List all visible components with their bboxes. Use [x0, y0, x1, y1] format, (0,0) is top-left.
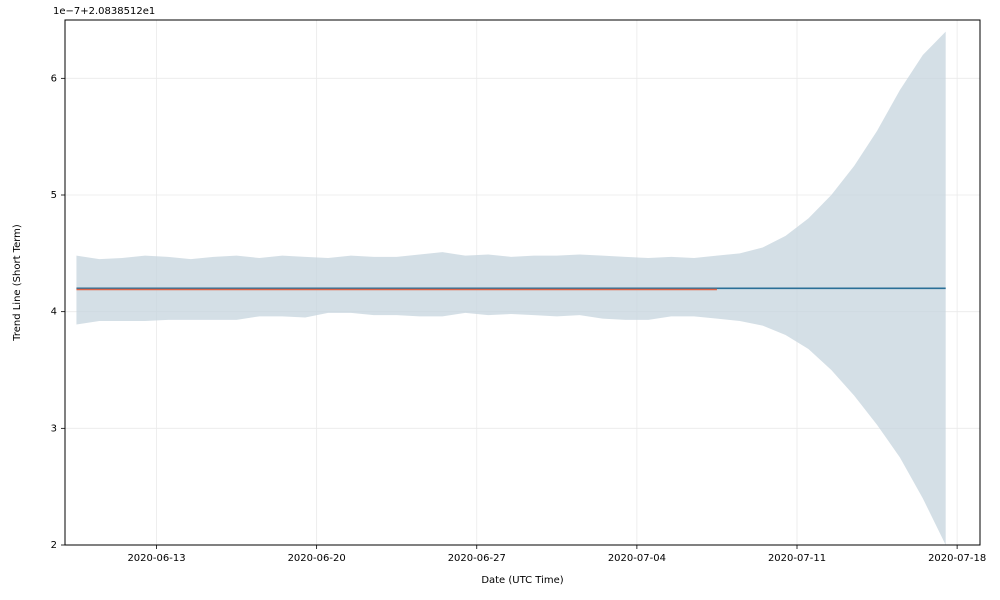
y-axis-label: Trend Line (Short Term) — [12, 224, 23, 342]
x-axis-ticks: 2020-06-13 2020-06-20 2020-06-27 2020-07-04… — [127, 545, 986, 564]
x-tick-label: 2020-07-11 — [768, 553, 826, 564]
x-axis-label: Date (UTC Time) — [481, 575, 563, 586]
chart-svg: 2020-06-13 2020-06-20 2020-06-27 2020-07-04… — [0, 0, 1000, 600]
x-tick-label: 2020-06-13 — [127, 553, 185, 564]
y-tick-label: 3 — [51, 423, 57, 434]
x-tick-label: 2020-06-27 — [448, 553, 506, 564]
y-axis-ticks: 2 3 4 5 6 — [51, 73, 65, 551]
y-tick-label: 6 — [51, 73, 57, 84]
y-tick-label: 5 — [51, 190, 57, 201]
x-tick-label: 2020-07-18 — [928, 553, 986, 564]
x-tick-label: 2020-07-04 — [608, 553, 666, 564]
x-tick-label: 2020-06-20 — [288, 553, 346, 564]
y-axis-offset-text: 1e−7+2.0838512e1 — [53, 6, 155, 17]
y-tick-label: 4 — [51, 307, 57, 318]
y-tick-label: 2 — [51, 540, 57, 551]
trend-chart: 2020-06-13 2020-06-20 2020-06-27 2020-07-04… — [0, 0, 1000, 600]
